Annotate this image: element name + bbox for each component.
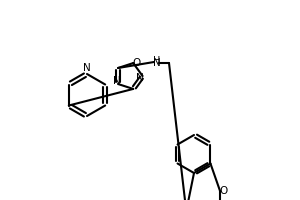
Text: N: N: [153, 58, 161, 68]
Text: O: O: [133, 58, 141, 68]
Text: H: H: [153, 56, 161, 66]
Text: N: N: [83, 63, 91, 73]
Text: O: O: [220, 186, 228, 196]
Text: N: N: [113, 76, 121, 86]
Text: N: N: [136, 73, 143, 83]
